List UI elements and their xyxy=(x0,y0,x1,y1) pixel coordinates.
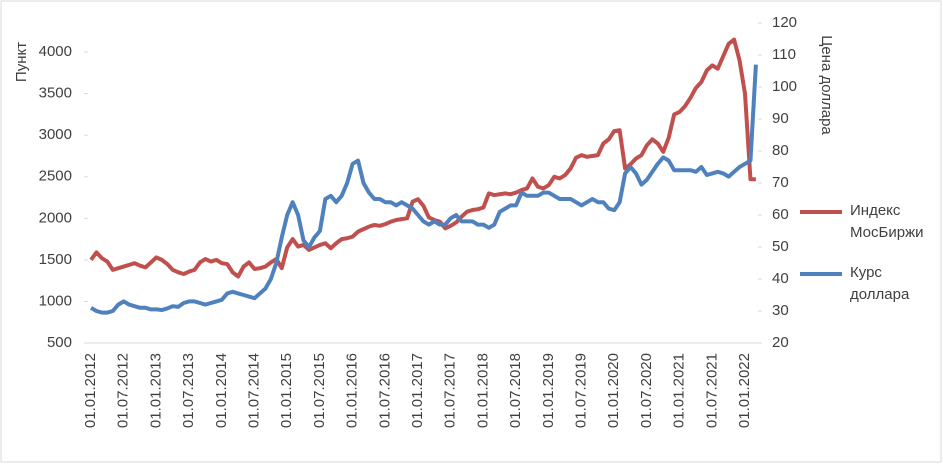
x-tick-label: 01.07.2015 xyxy=(311,353,328,428)
x-tick-label: 01.07.2021 xyxy=(703,353,720,428)
x-tick-label: 01.01.2021 xyxy=(671,353,688,428)
legend-label: Индекс МосБиржи xyxy=(850,202,924,241)
y2-tick-label: 110 xyxy=(772,46,796,63)
y-tick-label: 3500 xyxy=(39,85,72,102)
legend-item: Курс доллара xyxy=(800,262,940,306)
y-tick-label: 2000 xyxy=(39,209,72,226)
x-tick-label: 01.07.2016 xyxy=(376,353,393,428)
y2-tick-label: 90 xyxy=(772,110,789,127)
x-tick-label: 01.01.2015 xyxy=(278,353,295,428)
x-tick-label: 01.07.2014 xyxy=(245,353,262,428)
y2-tick-label: 120 xyxy=(772,14,797,31)
x-tick-label: 01.01.2013 xyxy=(147,353,164,428)
y2-tick-label: 30 xyxy=(772,302,789,319)
x-tick-label: 01.01.2016 xyxy=(344,353,361,428)
y-tick-label: 500 xyxy=(47,334,72,351)
y2-axis-title: Цена доллара xyxy=(818,35,835,135)
y2-tick-label: 20 xyxy=(772,334,789,351)
y2-tick-label: 50 xyxy=(772,238,789,255)
x-tick-label: 01.01.2020 xyxy=(605,353,622,428)
x-tick-label: 01.07.2012 xyxy=(115,353,132,428)
x-tick-label: 01.07.2020 xyxy=(638,353,655,428)
y-tick-label: 3000 xyxy=(39,126,72,143)
y2-tick-label: 70 xyxy=(772,174,789,191)
series-line xyxy=(89,64,758,315)
x-tick-label: 01.01.2012 xyxy=(82,353,99,428)
x-tick-label: 01.07.2018 xyxy=(507,353,524,428)
legend-item: Индекс МосБиржи xyxy=(800,200,940,244)
series-line xyxy=(89,37,756,279)
legend-swatch xyxy=(800,210,842,214)
x-tick-label: 01.07.2013 xyxy=(180,353,197,428)
x-tick-label: 01.01.2014 xyxy=(213,353,230,428)
y2-tick-label: 80 xyxy=(772,142,789,159)
y-tick-label: 4000 xyxy=(39,43,72,60)
x-tick-label: 01.01.2018 xyxy=(474,353,491,428)
y2-tick-label: 100 xyxy=(772,78,797,95)
y2-tick-label: 60 xyxy=(772,206,789,223)
y-tick-label: 1500 xyxy=(39,251,72,268)
x-tick-label: 01.01.2017 xyxy=(409,353,426,428)
y-axis-title: Пункт xyxy=(13,42,30,82)
legend-label: Курс доллара xyxy=(850,264,910,303)
x-tick-label: 01.07.2019 xyxy=(572,353,589,428)
x-tick-label: 01.07.2017 xyxy=(442,353,459,428)
y2-tick-label: 40 xyxy=(772,270,789,287)
x-tick-label: 01.01.2019 xyxy=(540,353,557,428)
y-tick-label: 1000 xyxy=(39,292,72,309)
legend-swatch xyxy=(800,272,842,276)
y-tick-label: 2500 xyxy=(39,168,72,185)
x-tick-label: 01.01.2022 xyxy=(736,353,753,428)
